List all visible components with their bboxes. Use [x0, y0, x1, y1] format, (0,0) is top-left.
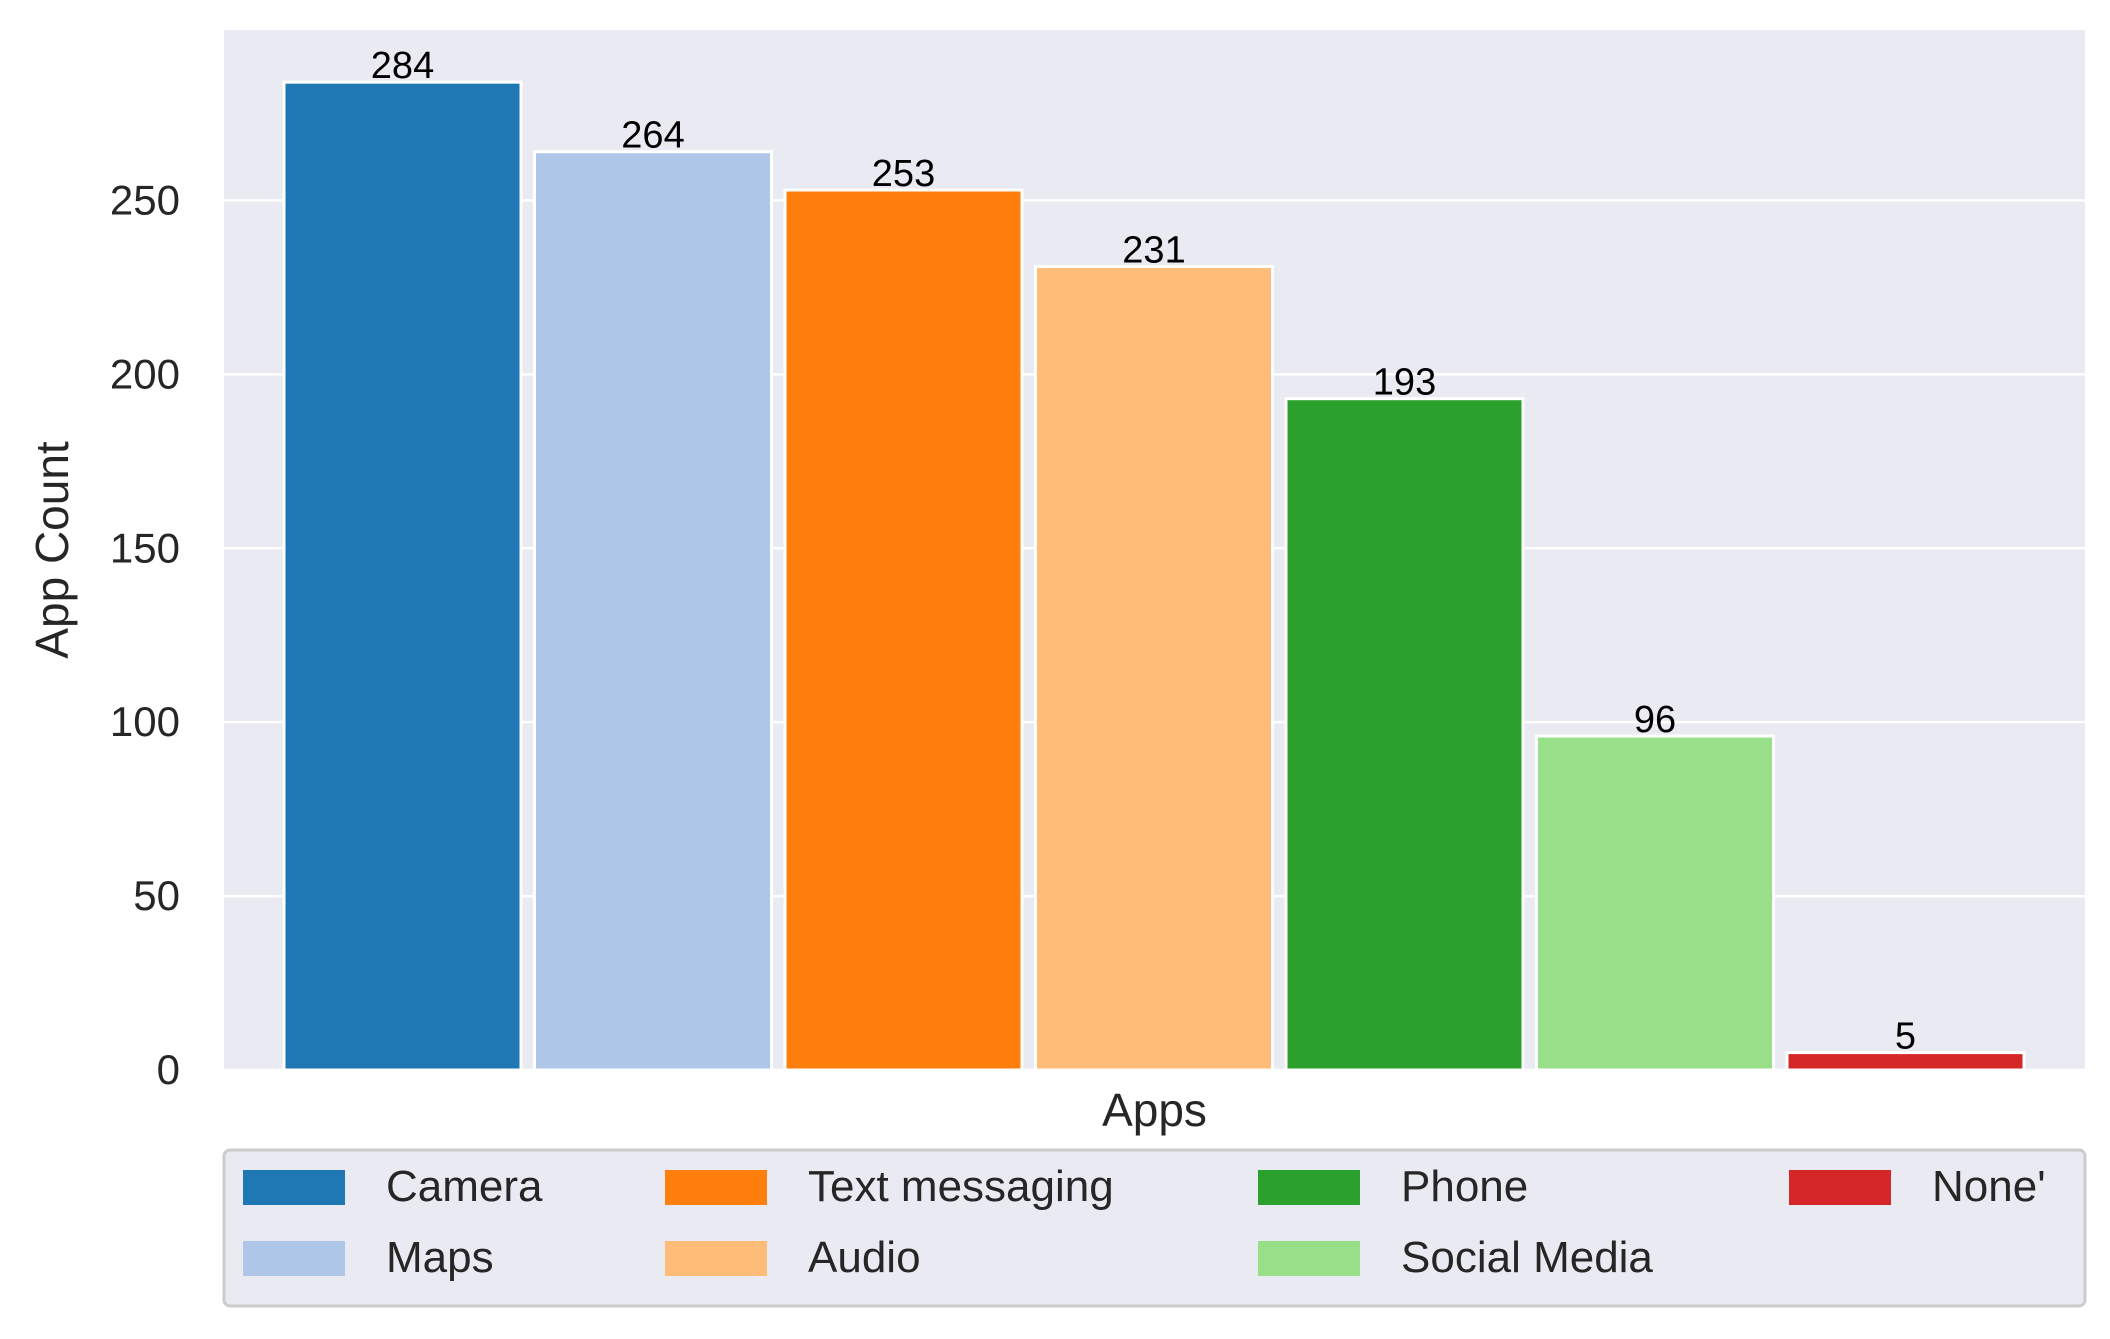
- y-tick-label: 50: [133, 872, 180, 919]
- legend: Camera Maps Text messaging Audio Phone Social…: [222, 1148, 2087, 1308]
- y-tick-label: 200: [110, 350, 180, 397]
- bar-phone: [1284, 397, 1525, 1072]
- data-label: 5: [1895, 1016, 1916, 1058]
- y-tick-label: 150: [110, 524, 180, 571]
- data-label: 193: [1373, 362, 1436, 404]
- x-axis-label: Apps: [1102, 1084, 1207, 1136]
- data-labels: 284 264 253 231 193 96 5: [371, 45, 1916, 1057]
- y-axis-label: App Count: [26, 441, 78, 659]
- legend-swatch: [243, 1241, 345, 1276]
- bar-text-messaging: [783, 188, 1024, 1072]
- y-tick-label: 100: [110, 698, 180, 745]
- data-label: 284: [371, 45, 434, 87]
- data-label: 264: [621, 115, 684, 157]
- legend-label: Text messaging: [808, 1162, 1114, 1211]
- bar-maps: [533, 150, 773, 1072]
- legend-label: Phone: [1401, 1162, 1528, 1211]
- legend-label: Maps: [386, 1233, 494, 1282]
- legend-label: Audio: [808, 1233, 921, 1282]
- y-tick-labels: 0 50 100 150 200 250: [110, 176, 180, 1093]
- data-label: 231: [1122, 230, 1185, 272]
- legend-label: None': [1932, 1162, 2046, 1211]
- legend-swatch: [1789, 1170, 1891, 1205]
- legend-swatch: [665, 1241, 767, 1276]
- bar-none: [1785, 1051, 2026, 1072]
- data-label: 96: [1634, 699, 1676, 741]
- y-tick-label: 0: [157, 1046, 180, 1093]
- bar-audio: [1034, 265, 1274, 1072]
- legend-label: Camera: [386, 1162, 543, 1211]
- bar-social-media: [1535, 734, 1775, 1072]
- bars: [282, 80, 2026, 1072]
- legend-swatch: [1258, 1170, 1360, 1205]
- legend-swatch: [243, 1170, 345, 1205]
- legend-label: Social Media: [1401, 1233, 1653, 1282]
- data-label: 253: [872, 153, 935, 195]
- bar-camera: [282, 80, 523, 1072]
- y-tick-label: 250: [110, 176, 180, 223]
- legend-swatch: [1258, 1241, 1360, 1276]
- legend-swatch: [665, 1170, 767, 1205]
